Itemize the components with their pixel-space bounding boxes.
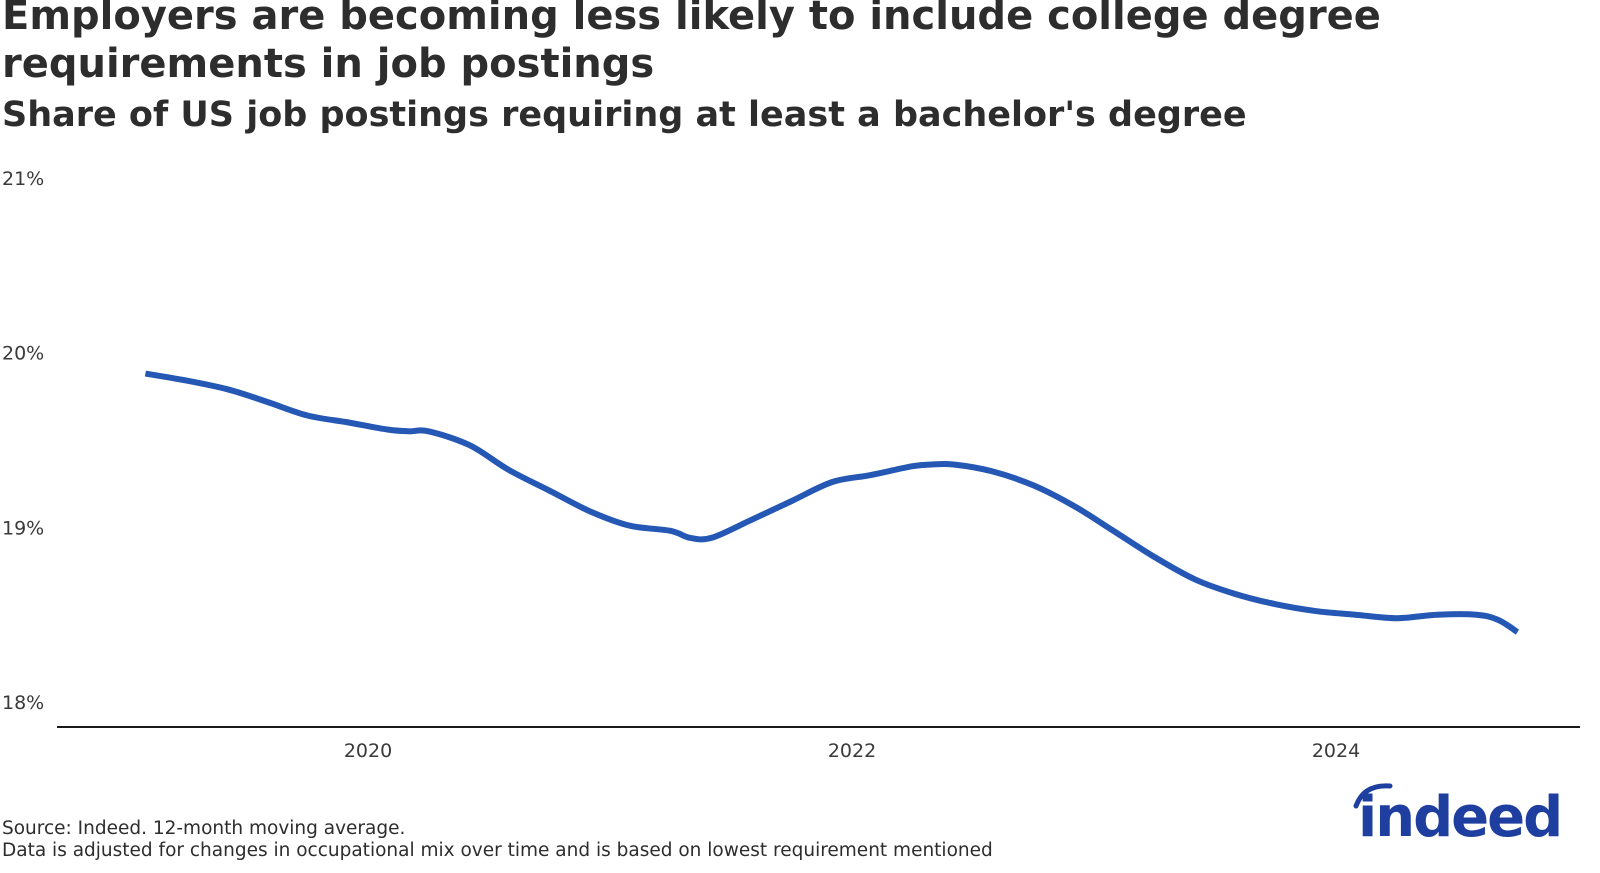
x-tick-label: 2024: [1312, 740, 1360, 762]
logo-wordmark: indeed: [1358, 785, 1561, 848]
series-line: [144, 370, 1520, 635]
chart-subtitle: Share of US job postings requiring at le…: [2, 95, 1247, 135]
x-tick-label: 2020: [344, 740, 392, 762]
chart-title: Employers are becoming less likely to in…: [2, 0, 1381, 87]
logo-arc-icon: [1353, 783, 1393, 809]
y-tick-label: 18%: [2, 692, 44, 714]
indeed-logo: indeed: [1353, 783, 1563, 848]
series-layer: [144, 370, 1520, 635]
methodology-note: Data is adjusted for changes in occupati…: [2, 840, 993, 861]
y-tick-label: 19%: [2, 517, 44, 539]
y-axis: 18% 19% 20% 21%: [2, 168, 44, 714]
x-tick-label: 2022: [828, 740, 876, 762]
y-tick-label: 20%: [2, 343, 44, 365]
y-tick-label: 21%: [2, 168, 44, 190]
x-axis: 2020 2022 2024: [344, 740, 1360, 762]
source-note: Source: Indeed. 12-month moving average.: [2, 818, 406, 839]
